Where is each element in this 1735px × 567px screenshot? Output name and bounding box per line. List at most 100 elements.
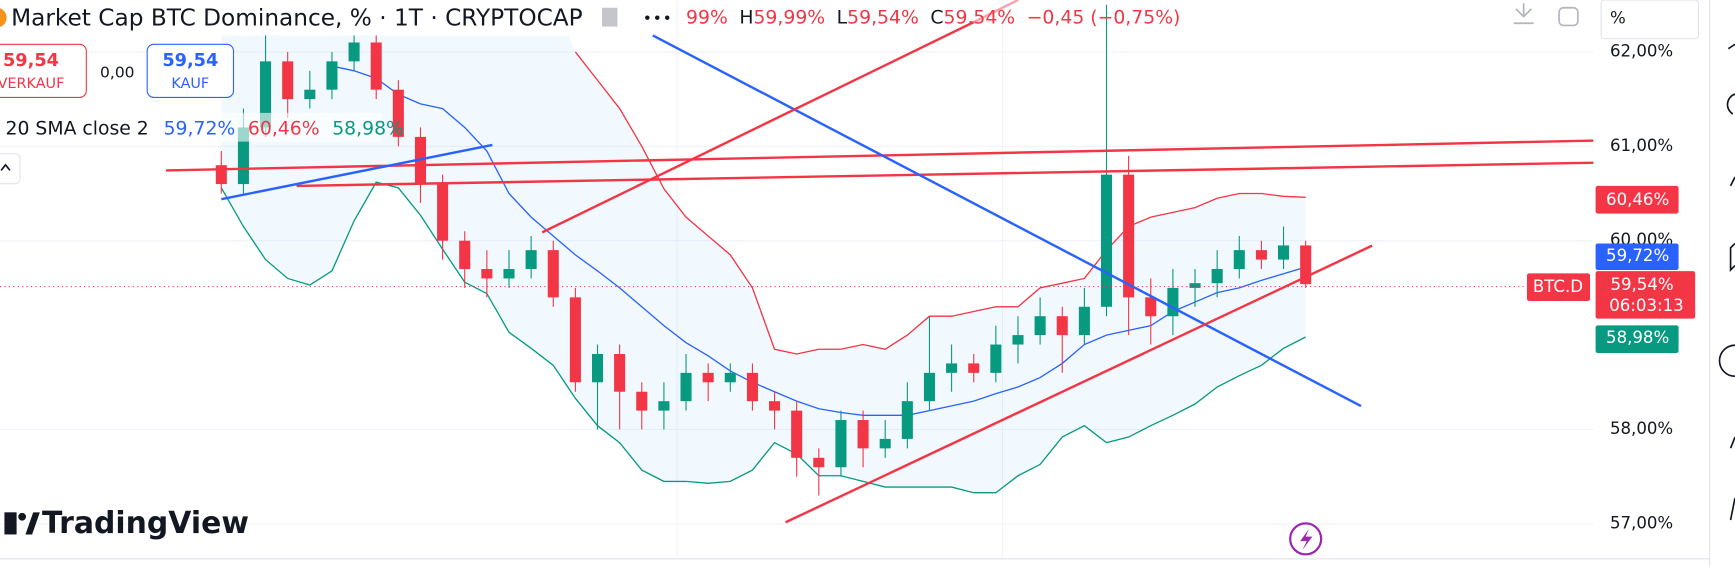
trend-line[interactable] bbox=[973, 0, 1019, 24]
candle-body bbox=[392, 89, 404, 137]
candle-body bbox=[591, 353, 604, 383]
sell-price: 59,54 bbox=[3, 51, 59, 71]
candle-body bbox=[857, 420, 869, 449]
indicator-name: 20 SMA close 2 bbox=[6, 118, 149, 139]
legend-bg bbox=[0, 112, 382, 142]
drawings bbox=[165, 0, 1596, 524]
trend-line[interactable] bbox=[652, 34, 1362, 408]
candle-body bbox=[923, 372, 935, 402]
buy-button[interactable] bbox=[146, 43, 235, 98]
download-icon[interactable] bbox=[1513, 3, 1534, 25]
change: −0,45 (−0,75%) bbox=[1027, 7, 1181, 28]
band-line bbox=[331, 65, 1306, 416]
ohlc-label: H bbox=[739, 7, 753, 28]
candle-body bbox=[1255, 250, 1267, 260]
candle-body bbox=[459, 240, 471, 270]
candle-body bbox=[769, 401, 781, 411]
buy-label: KAUF bbox=[171, 76, 209, 92]
price-label-bg bbox=[1595, 325, 1679, 353]
ohlc-value: 59,54% bbox=[847, 7, 919, 28]
price-label: 59,54% bbox=[1610, 275, 1673, 294]
price-label: 58,98% bbox=[1606, 328, 1669, 347]
price-label: 59,72% bbox=[1606, 246, 1669, 265]
candle-body bbox=[1278, 245, 1290, 260]
sell-button[interactable] bbox=[0, 43, 87, 98]
y-tick-label: 62,00% bbox=[1610, 41, 1673, 60]
candle-body bbox=[1100, 174, 1113, 307]
price-label-bg bbox=[1595, 271, 1696, 319]
candle-body bbox=[282, 61, 294, 100]
candle-body bbox=[481, 269, 493, 279]
spread: 0,00 bbox=[100, 64, 134, 82]
axis-labels: 57,00%58,00%60,00%61,00%62,00% bbox=[1610, 41, 1673, 532]
unit-box[interactable] bbox=[1600, 0, 1700, 40]
trend-line[interactable] bbox=[221, 143, 493, 201]
candle-body bbox=[569, 297, 581, 383]
candle-body bbox=[503, 269, 515, 279]
candle-body bbox=[968, 363, 980, 373]
flag-icon[interactable] bbox=[601, 7, 618, 27]
candle-body bbox=[658, 401, 670, 411]
candle-body bbox=[1145, 297, 1157, 317]
indicator-value: 59,72% bbox=[164, 118, 236, 139]
candle-body bbox=[835, 420, 847, 468]
candle-body bbox=[879, 438, 891, 449]
candle-body bbox=[326, 61, 338, 90]
plot bbox=[215, 0, 1312, 496]
trend-line[interactable] bbox=[296, 161, 1596, 188]
ohlc-value: 59,99% bbox=[753, 7, 825, 28]
countdown: 06:03:13 bbox=[1609, 296, 1683, 315]
candle-body bbox=[1167, 287, 1179, 317]
collapse-icon bbox=[0, 163, 11, 171]
price-label: 60,46% bbox=[1606, 190, 1669, 209]
candle-body bbox=[215, 165, 227, 185]
candle-body bbox=[702, 372, 714, 383]
candle-body bbox=[1056, 316, 1068, 336]
ohlc-label: L bbox=[837, 7, 848, 28]
candle-body bbox=[901, 401, 913, 439]
symbol-label-bg bbox=[1526, 273, 1591, 301]
sell-label: VERKAUF bbox=[0, 76, 64, 92]
logo-mark bbox=[4, 512, 40, 535]
candle-body bbox=[1034, 316, 1046, 336]
ohlc: 99% H59,99% L59,54% C59,54% −0,45 (−0,75… bbox=[686, 7, 1180, 28]
trend-line[interactable] bbox=[785, 244, 1373, 524]
lightning bbox=[1300, 528, 1313, 550]
candle-body bbox=[1211, 269, 1223, 284]
sidebar-icons[interactable] bbox=[1718, 43, 1735, 521]
candle-body bbox=[437, 184, 449, 241]
candle-body bbox=[525, 250, 537, 270]
unit: % bbox=[1610, 8, 1626, 27]
candle-body bbox=[237, 127, 249, 185]
collapse-button[interactable] bbox=[0, 153, 21, 185]
candle-body bbox=[1189, 283, 1201, 288]
candle-body bbox=[813, 457, 825, 468]
price-label-bg bbox=[1595, 243, 1679, 271]
candle-body bbox=[636, 391, 648, 411]
logo[interactable]: TradingView bbox=[42, 506, 249, 541]
ohlc-value: 59,54% bbox=[943, 7, 1015, 28]
symbol-label: BTC.D bbox=[1533, 277, 1583, 296]
candle-body bbox=[1012, 335, 1024, 345]
header-title[interactable]: Market Cap BTC Dominance, % · 1T · CRYPT… bbox=[11, 4, 583, 31]
candle-body bbox=[260, 61, 272, 128]
indicator-value: 60,46% bbox=[248, 118, 320, 139]
candle-body bbox=[1078, 306, 1090, 336]
candle-body bbox=[791, 410, 803, 458]
more-icon[interactable] bbox=[645, 15, 670, 20]
candle-body bbox=[946, 363, 958, 373]
fullscreen-icon[interactable] bbox=[1558, 6, 1579, 27]
trend-line[interactable] bbox=[541, 21, 975, 234]
y-tick-label: 57,00% bbox=[1610, 513, 1673, 532]
candle-body bbox=[547, 250, 559, 298]
candle-body bbox=[1233, 250, 1245, 270]
band-fill bbox=[221, 0, 1306, 493]
candle-body bbox=[724, 372, 736, 383]
candle-body bbox=[614, 353, 626, 392]
candle-body bbox=[680, 372, 692, 402]
candle-body bbox=[990, 344, 1002, 373]
y-tick-label: 58,00% bbox=[1610, 419, 1673, 438]
indicator-legend[interactable]: 20 SMA close 2 59,72% 60,46% 58,98% bbox=[6, 118, 404, 139]
